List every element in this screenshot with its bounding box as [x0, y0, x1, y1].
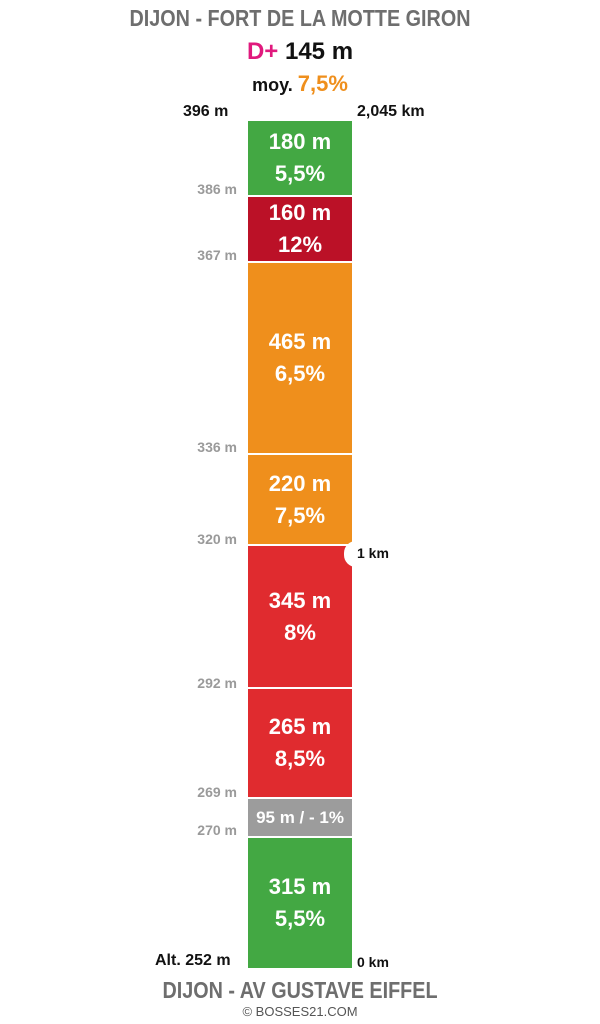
profile-segment: 265 m 8,5% [248, 689, 352, 797]
start-title: DIJON - AV GUSTAVE EIFFEL [162, 977, 438, 1003]
average-grade: moy. 7,5% [0, 71, 600, 97]
altitude-label: 320 m [197, 531, 237, 547]
copyright-text: © BOSSES21.COM [242, 1004, 358, 1019]
dplus-label: D+ [246, 38, 279, 65]
profile-segment: 465 m 6,5% [248, 263, 352, 453]
altitude-label: 386 m [197, 181, 237, 197]
segment-distance: 220 m [268, 470, 332, 496]
segment-distance: 180 m [268, 129, 332, 154]
base-altitude: Alt. 252 m [155, 952, 231, 969]
base-distance: 0 km [357, 954, 389, 970]
dplus-value: 145 m [284, 38, 354, 65]
segment-distance: 265 m [268, 714, 332, 739]
altitude-label: 336 m [197, 439, 237, 455]
segment-grade: 5,5% [274, 161, 326, 186]
elevation-gain: D+ 145 m [0, 38, 600, 66]
segment-grade: 8% [284, 619, 316, 645]
profile-segment: 345 m 8% [248, 546, 352, 687]
altitude-label: 292 m [197, 675, 237, 691]
profile-segment: 315 m 5,5% [248, 838, 352, 968]
top-altitude: 396 m [183, 103, 229, 120]
altitude-label: 269 m [197, 784, 237, 800]
segment-grade: 12% [277, 232, 323, 257]
segment-grade: 5,5% [274, 906, 326, 931]
segment-distance: 95 m / - 1% [256, 807, 344, 827]
segment-grade: 7,5% [274, 502, 326, 528]
segment-grade: 8,5% [274, 746, 326, 771]
km-marker-dot [344, 541, 368, 567]
altitude-label: 367 m [197, 247, 237, 263]
climb-title: DIJON - FORT DE LA MOTTE GIRON [129, 5, 471, 31]
profile-segment: 180 m 5,5% [248, 121, 352, 195]
segment-grade: 6,5% [274, 361, 326, 386]
segment-distance: 160 m [268, 200, 332, 225]
profile-segment: 160 m 12% [248, 197, 352, 261]
profile-segment: 95 m / - 1% [248, 799, 352, 836]
profile-segment: 220 m 7,5% [248, 455, 352, 544]
top-distance: 2,045 km [357, 103, 425, 120]
segment-distance: 315 m [268, 874, 332, 899]
moy-label: moy. [252, 75, 293, 95]
km-marker-label: 1 km [357, 545, 389, 561]
segment-distance: 465 m [268, 329, 332, 354]
altitude-label: 270 m [197, 822, 237, 838]
moy-value: 7,5% [297, 71, 348, 96]
segment-distance: 345 m [268, 587, 332, 613]
